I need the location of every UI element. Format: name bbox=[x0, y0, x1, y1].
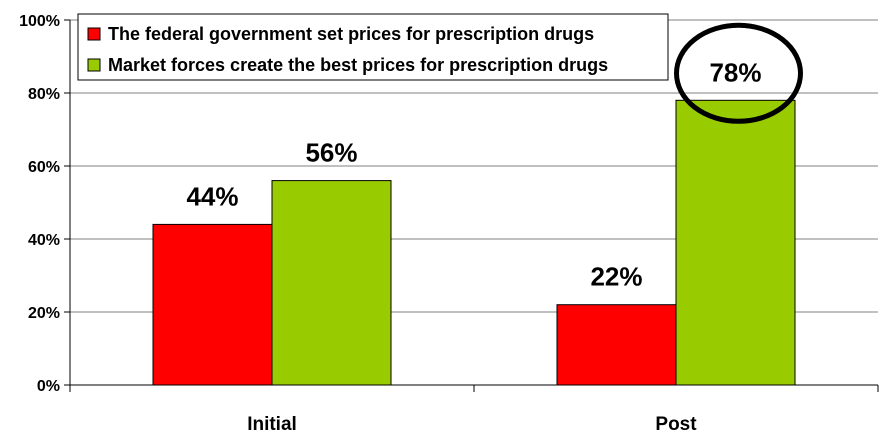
data-label: 22% bbox=[590, 262, 642, 292]
category-label: Post bbox=[655, 414, 697, 435]
bars bbox=[152, 99, 796, 386]
legend-swatch bbox=[87, 58, 101, 72]
data-label: 56% bbox=[305, 138, 357, 168]
bar bbox=[271, 180, 392, 386]
y-axis-tick-labels: 0% 20% 40% 60% 80% 100% bbox=[19, 13, 60, 395]
highlight-ellipse bbox=[674, 22, 803, 124]
y-tick-label: 40% bbox=[28, 232, 60, 249]
category-label: Initial bbox=[247, 414, 297, 435]
y-tick-label: 60% bbox=[28, 159, 60, 176]
legend-swatch bbox=[87, 27, 101, 41]
legend-label: The federal government set prices for pr… bbox=[108, 24, 594, 44]
highlight-circle bbox=[674, 22, 803, 124]
data-labels: 44% 56% 22% 78% bbox=[186, 57, 761, 291]
y-tick-label: 20% bbox=[28, 305, 60, 322]
legend-box bbox=[77, 13, 669, 81]
category-labels: Initial Post bbox=[247, 414, 697, 435]
y-tick-label: 80% bbox=[28, 86, 60, 103]
legend-label: Market forces create the best prices for… bbox=[108, 55, 608, 75]
data-label: 78% bbox=[709, 57, 761, 87]
bar bbox=[556, 304, 677, 386]
y-tick-label: 0% bbox=[37, 378, 60, 395]
data-label: 44% bbox=[186, 181, 238, 211]
y-tick-label: 100% bbox=[19, 13, 60, 30]
legend: The federal government set prices for pr… bbox=[77, 13, 669, 81]
bar bbox=[152, 223, 273, 386]
bar bbox=[675, 99, 796, 386]
